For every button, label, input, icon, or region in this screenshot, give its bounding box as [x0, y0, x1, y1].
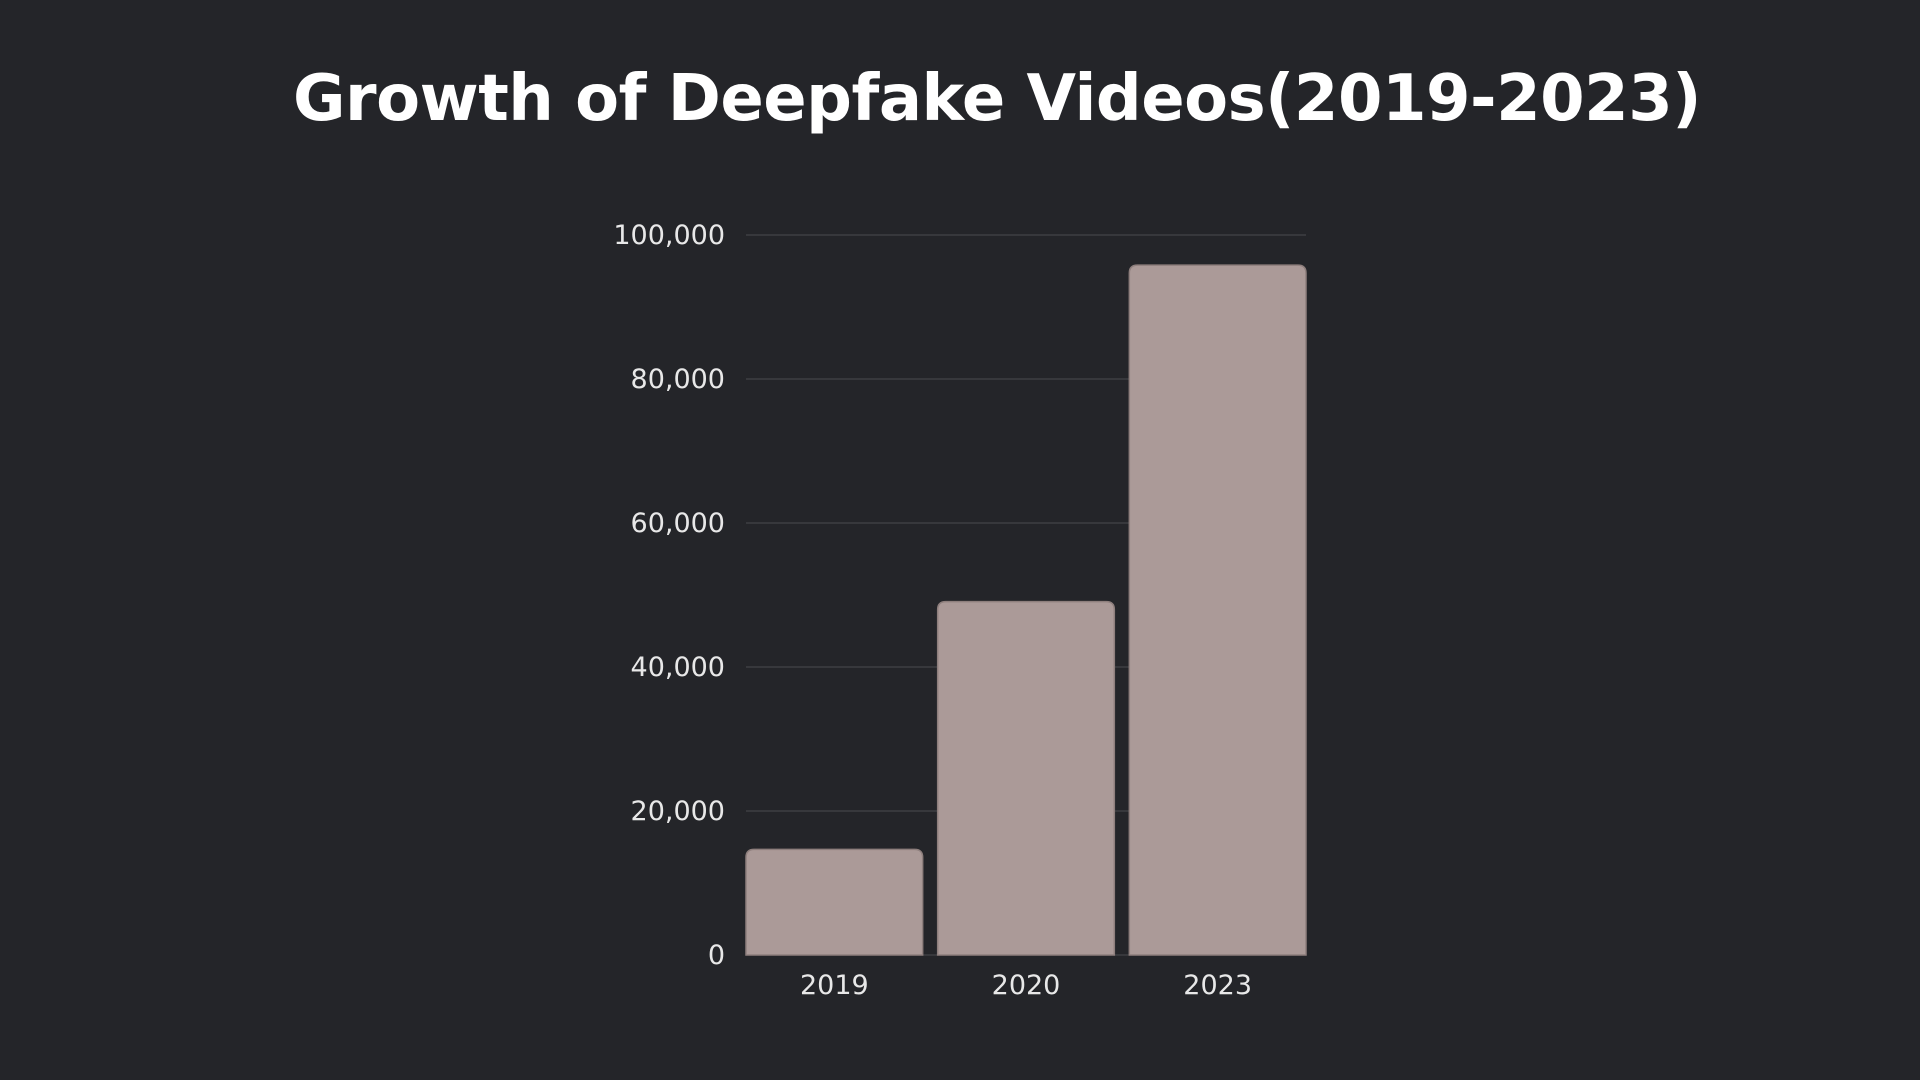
bars: [745, 264, 1307, 956]
chart-title: Growth of Deepfake Videos(2019-2023): [293, 62, 1701, 136]
x-tick-label: 2023: [1183, 970, 1252, 1001]
y-axis-ticks: 0 20,000 40,000 60,000 80,000 100,000: [613, 220, 725, 971]
y-tick-label: 80,000: [631, 364, 725, 395]
y-tick-label: 100,000: [613, 220, 725, 251]
y-tick-label: 20,000: [631, 796, 725, 827]
x-tick-label: 2020: [992, 970, 1061, 1001]
x-tick-label: 2019: [800, 970, 869, 1001]
bar-2023: [1128, 264, 1307, 956]
bar-2020: [936, 600, 1116, 956]
y-tick-label: 40,000: [631, 652, 725, 683]
bar-2019: [745, 848, 924, 956]
y-tick-label: 60,000: [631, 508, 725, 539]
y-tick-label: 0: [708, 940, 725, 971]
x-axis-ticks: 2019 2020 2023: [800, 970, 1252, 1001]
